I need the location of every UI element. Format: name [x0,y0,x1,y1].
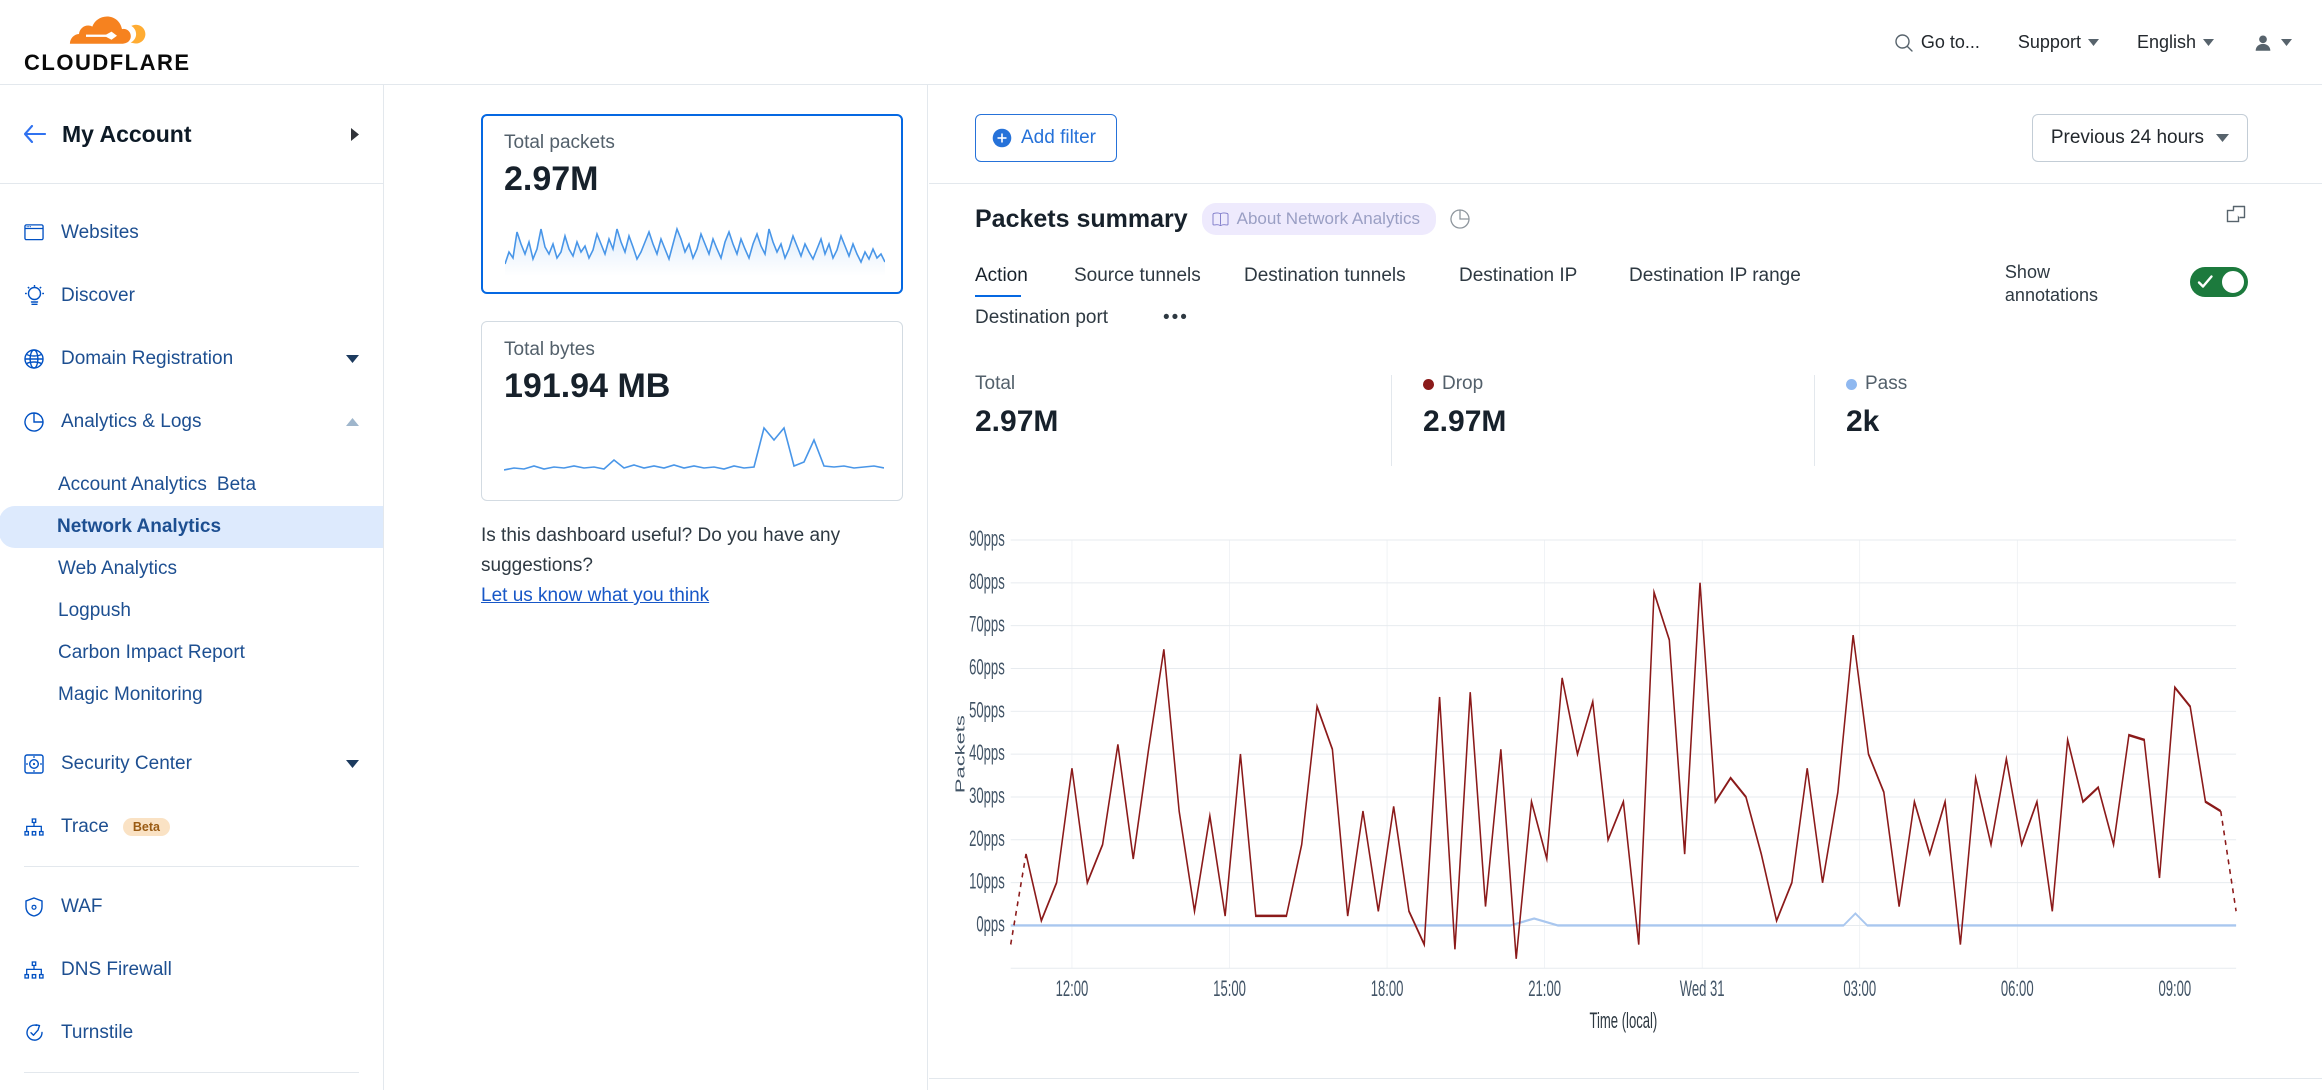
svg-text:Time (local): Time (local) [1589,1009,1657,1033]
svg-text:60pps: 60pps [969,655,1005,679]
svg-text:10pps: 10pps [969,869,1005,893]
svg-text:90pps: 90pps [969,527,1005,551]
svg-text:50pps: 50pps [969,698,1005,722]
svg-text:06:00: 06:00 [2001,977,2034,1001]
svg-text:21:00: 21:00 [1528,977,1561,1001]
svg-text:Wed 31: Wed 31 [1680,977,1725,1001]
svg-text:70pps: 70pps [969,612,1005,636]
svg-text:40pps: 40pps [969,741,1005,765]
svg-text:12:00: 12:00 [1056,977,1089,1001]
svg-text:80pps: 80pps [969,569,1005,593]
svg-text:03:00: 03:00 [1843,977,1876,1001]
svg-text:0pps: 0pps [976,912,1004,936]
svg-text:Packets: Packets [953,715,968,793]
svg-text:09:00: 09:00 [2158,977,2191,1001]
svg-text:20pps: 20pps [969,826,1005,850]
svg-text:30pps: 30pps [969,784,1005,808]
svg-text:18:00: 18:00 [1371,977,1404,1001]
svg-text:15:00: 15:00 [1213,977,1246,1001]
